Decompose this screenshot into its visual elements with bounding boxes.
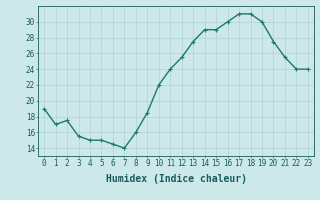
X-axis label: Humidex (Indice chaleur): Humidex (Indice chaleur) [106,174,246,184]
